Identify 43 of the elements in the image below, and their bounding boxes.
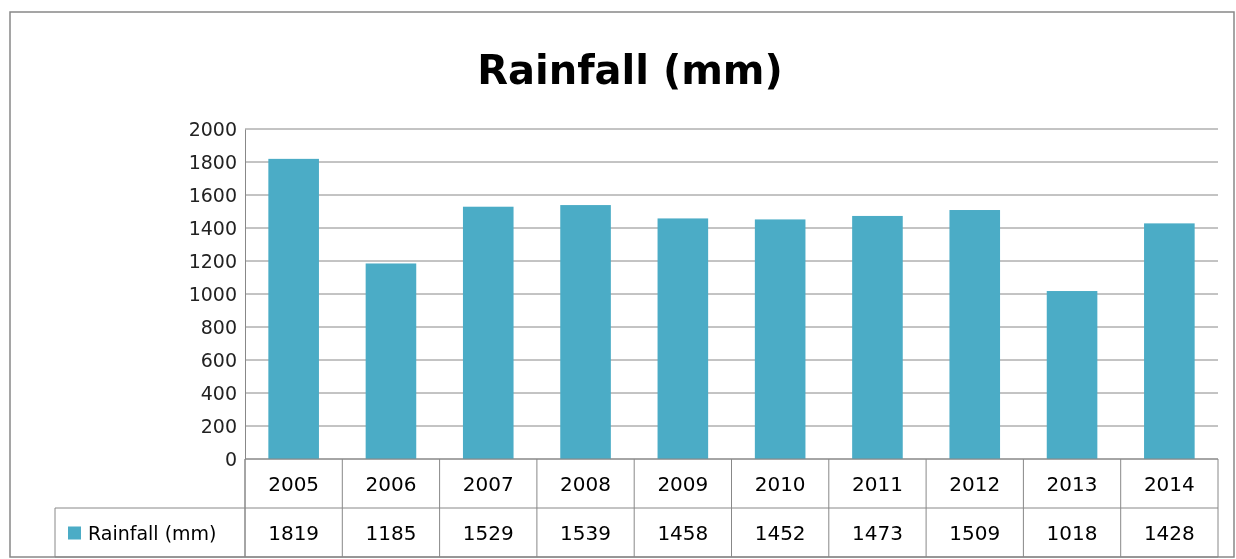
data-label: 1539 [560, 520, 611, 545]
x-tick-label: 2014 [1143, 471, 1195, 496]
x-tick-label: 2008 [560, 471, 611, 496]
y-tick-label: 400 [200, 381, 237, 404]
x-tick-label: 2006 [365, 471, 417, 496]
x-tick-label: 2013 [1046, 471, 1098, 496]
data-label: 1529 [462, 520, 514, 545]
data-label: 1185 [365, 520, 417, 545]
y-tick-label: 1600 [188, 183, 237, 206]
bar [365, 263, 417, 459]
x-tick-label: 2005 [268, 471, 320, 496]
y-tick-label: 200 [200, 414, 237, 437]
data-label: 1458 [657, 520, 709, 545]
legend-label: Rainfall (mm) [88, 521, 217, 544]
y-tick-label: 0 [224, 447, 237, 470]
data-label: 1452 [754, 520, 806, 545]
bar [754, 219, 806, 459]
y-tick-label: 2000 [188, 117, 237, 140]
chart-title: Rainfall (mm) [477, 47, 783, 93]
x-tick-label: 2010 [754, 471, 806, 496]
bar [949, 210, 1001, 459]
x-tick-label: 2007 [462, 471, 514, 496]
data-label: 1428 [1143, 520, 1195, 545]
y-tick-label: 1000 [188, 282, 237, 305]
data-label: 1509 [949, 520, 1001, 545]
bar [462, 206, 514, 459]
bar [1144, 223, 1195, 459]
y-tick-label: 1400 [188, 216, 237, 239]
data-label: 1819 [268, 520, 320, 545]
bar [657, 218, 709, 459]
bar [560, 205, 611, 459]
y-tick-label: 1800 [188, 150, 237, 173]
x-tick-label: 2012 [949, 471, 1001, 496]
data-label: 1018 [1046, 520, 1098, 545]
y-tick-label: 800 [200, 315, 237, 338]
data-label: 1473 [852, 520, 903, 545]
bar [852, 215, 903, 459]
y-tick-label: 600 [200, 348, 237, 371]
bar [268, 158, 319, 459]
x-tick-label: 2011 [852, 471, 903, 496]
bar [1046, 291, 1098, 459]
x-tick-label: 2009 [657, 471, 709, 496]
y-tick-label: 1200 [188, 249, 237, 272]
